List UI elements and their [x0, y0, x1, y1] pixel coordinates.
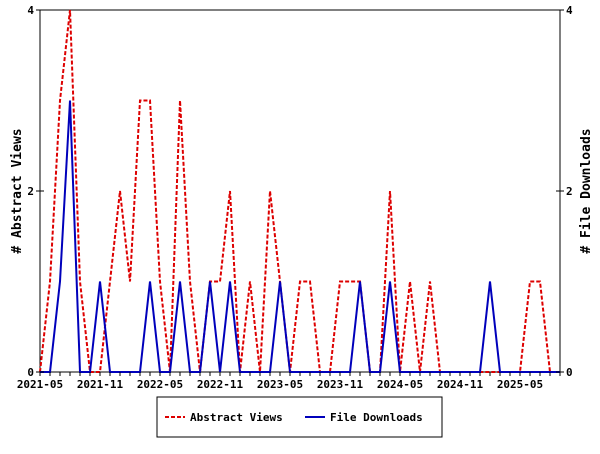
y-tick-label: 0: [27, 366, 34, 379]
x-tick-label: 2021-05: [17, 378, 63, 391]
x-tick-label: 2021-11: [77, 378, 124, 391]
x-tick-label: 2024-05: [377, 378, 423, 391]
x-tick-label: 2022-05: [137, 378, 183, 391]
legend: Abstract Views File Downloads: [157, 397, 442, 437]
plot-area: [40, 10, 560, 372]
y-tick-label: 2: [27, 185, 34, 198]
x-tick-label: 2025-05: [497, 378, 543, 391]
x-tick-label: 2022-11: [197, 378, 244, 391]
y2-tick-label: 2: [566, 185, 573, 198]
y-axis-label: # Abstract Views: [10, 128, 25, 253]
y2-tick-label: 0: [566, 366, 573, 379]
y-tick-label: 4: [27, 4, 34, 17]
x-tick-label: 2023-11: [317, 378, 364, 391]
legend-label-file-downloads: File Downloads: [330, 411, 423, 424]
x-tick-label: 2023-05: [257, 378, 303, 391]
y2-axis-label: # File Downloads: [579, 128, 594, 253]
x-tick-label: 2024-11: [437, 378, 484, 391]
y2-tick-label: 4: [566, 4, 573, 17]
legend-label-abstract-views: Abstract Views: [190, 411, 283, 424]
